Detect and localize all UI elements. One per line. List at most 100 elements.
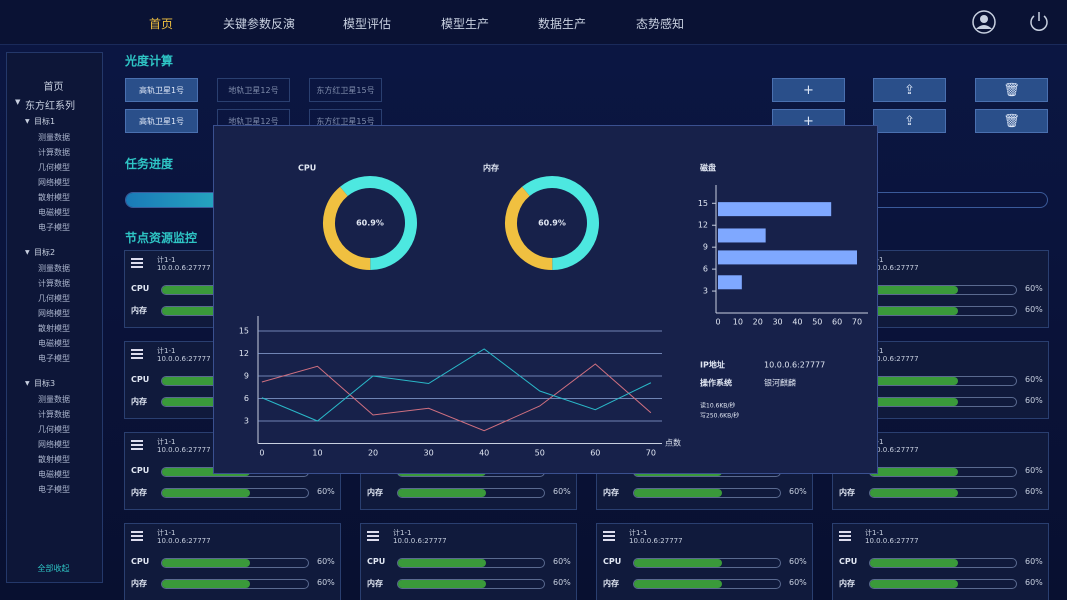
action-button[interactable]: ⇪ bbox=[873, 109, 946, 133]
metric-bar bbox=[398, 559, 486, 567]
group-name[interactable]: 目标3 bbox=[34, 379, 56, 388]
sidebar-item[interactable]: 散射模型 bbox=[38, 455, 70, 464]
info-label: IP地址 bbox=[700, 360, 725, 370]
metric-label: 内存 bbox=[131, 397, 147, 406]
action-button[interactable]: 🗑 bbox=[975, 109, 1048, 133]
menu-icon bbox=[839, 531, 851, 541]
sidebar-item[interactable]: 计算数据 bbox=[38, 279, 70, 288]
section-title: 光度计算 bbox=[125, 54, 174, 68]
y-tick-label: 3 bbox=[703, 287, 708, 296]
metric-label: 内存 bbox=[367, 579, 383, 588]
y-tick-label: 15 bbox=[698, 199, 708, 208]
nav-item[interactable]: 首页 bbox=[148, 17, 173, 31]
tab[interactable]: 高轨卫星1号 bbox=[125, 109, 198, 133]
metric-label: 内存 bbox=[131, 579, 147, 588]
sidebar-item[interactable]: 网络模型 bbox=[38, 178, 70, 187]
metric-bar bbox=[870, 398, 958, 406]
y-tick-label: 12 bbox=[698, 221, 708, 230]
sidebar-item[interactable]: 电子模型 bbox=[38, 354, 70, 363]
user-icon[interactable] bbox=[972, 10, 996, 34]
sidebar-series[interactable]: 东方红系列 bbox=[25, 101, 75, 112]
metric-bar bbox=[162, 286, 250, 294]
sidebar-item[interactable]: 网络模型 bbox=[38, 440, 70, 449]
x-tick-label: 40 bbox=[479, 449, 489, 458]
sidebar-home[interactable]: 首页 bbox=[43, 82, 64, 93]
group-name[interactable]: 目标1 bbox=[34, 117, 56, 126]
sidebar-item[interactable]: 计算数据 bbox=[38, 410, 70, 419]
card-title: 计1-1 bbox=[157, 529, 176, 537]
metric-bar bbox=[870, 559, 958, 567]
action-button[interactable]: 🗑 bbox=[975, 78, 1048, 102]
y-tick-label: 6 bbox=[244, 394, 249, 403]
sidebar-item[interactable]: 电子模型 bbox=[38, 485, 70, 494]
collapse-all[interactable]: 全部收起 bbox=[37, 564, 70, 573]
tab[interactable]: 高轨卫星1号 bbox=[125, 78, 198, 102]
io-read: 读10.6KB/秒 bbox=[700, 402, 735, 410]
card-ip: 10.0.0.6:27777 bbox=[157, 355, 211, 363]
info-value: 银河麒麟 bbox=[764, 378, 796, 388]
metric-label: 内存 bbox=[839, 488, 855, 497]
sidebar-item[interactable]: 散射模型 bbox=[38, 324, 70, 333]
nav-item[interactable]: 模型生产 bbox=[440, 17, 489, 31]
metric-label: CPU bbox=[131, 284, 150, 293]
metric-bar bbox=[398, 489, 486, 497]
card-ip: 10.0.0.6:27777 bbox=[393, 537, 447, 545]
sidebar-item[interactable]: 网络模型 bbox=[38, 309, 70, 318]
chart-title: 内存 bbox=[483, 163, 499, 173]
sidebar-item[interactable]: 测量数据 bbox=[38, 395, 70, 404]
donut-center-label: 60.9% bbox=[356, 219, 384, 228]
x-tick-label: 10 bbox=[312, 449, 322, 458]
action-button[interactable]: + bbox=[772, 78, 845, 102]
donut-segment bbox=[505, 186, 553, 270]
sidebar-item[interactable]: 几何模型 bbox=[38, 294, 70, 303]
nav-item[interactable]: 态势感知 bbox=[635, 17, 684, 31]
bar bbox=[718, 250, 857, 265]
metric-label: 内存 bbox=[603, 579, 619, 588]
action-button[interactable]: ⇪ bbox=[873, 78, 946, 102]
sidebar-item[interactable]: 几何模型 bbox=[38, 425, 70, 434]
metric-track bbox=[161, 579, 309, 589]
power-icon[interactable] bbox=[1027, 10, 1051, 34]
metric-bar bbox=[398, 580, 486, 588]
x-tick-label: 20 bbox=[368, 449, 378, 458]
x-tick-label: 50 bbox=[535, 449, 545, 458]
tab[interactable]: 地轨卫星12号 bbox=[217, 78, 290, 102]
metric-label: CPU bbox=[603, 557, 622, 566]
sidebar-item[interactable]: 电磁模型 bbox=[38, 208, 70, 217]
tab[interactable]: 东方红卫星15号 bbox=[309, 78, 382, 102]
bar bbox=[718, 275, 742, 290]
sidebar-item[interactable]: 散射模型 bbox=[38, 193, 70, 202]
chart-title: CPU bbox=[298, 164, 316, 173]
y-tick-label: 6 bbox=[703, 265, 708, 274]
sidebar-item[interactable]: 测量数据 bbox=[38, 264, 70, 273]
nav-item[interactable]: 数据生产 bbox=[537, 17, 586, 31]
metric-track bbox=[397, 579, 545, 589]
metric-value: 60% bbox=[789, 557, 807, 566]
line-series bbox=[261, 363, 652, 432]
sidebar-item[interactable]: 电磁模型 bbox=[38, 339, 70, 348]
metric-bar bbox=[162, 307, 250, 315]
metric-track bbox=[397, 558, 545, 568]
menu-icon-mid bbox=[131, 262, 143, 264]
metric-value: 60% bbox=[1025, 375, 1043, 384]
x-tick-label: 50 bbox=[812, 318, 822, 327]
sidebar-item[interactable]: 电磁模型 bbox=[38, 470, 70, 479]
top-bar bbox=[0, 0, 1067, 45]
metric-value: 60% bbox=[1025, 578, 1043, 587]
sidebar-item[interactable]: 测量数据 bbox=[38, 133, 70, 142]
nav-item[interactable]: 关键参数反演 bbox=[222, 17, 295, 31]
metric-bar bbox=[162, 559, 250, 567]
nav-item[interactable]: 模型评估 bbox=[342, 17, 391, 31]
x-tick-label: 0 bbox=[715, 318, 720, 327]
metric-label: CPU bbox=[131, 375, 150, 384]
menu-icon-mid bbox=[367, 535, 379, 537]
x-tick-label: 30 bbox=[772, 318, 782, 327]
sidebar-item[interactable]: 计算数据 bbox=[38, 148, 70, 157]
metric-label: 内存 bbox=[131, 306, 147, 315]
sidebar-item[interactable]: 电子模型 bbox=[38, 223, 70, 232]
io-write: 写250.6KB/秒 bbox=[700, 412, 739, 420]
metric-track bbox=[869, 558, 1017, 568]
group-name[interactable]: 目标2 bbox=[34, 248, 56, 257]
sidebar-item[interactable]: 几何模型 bbox=[38, 163, 70, 172]
